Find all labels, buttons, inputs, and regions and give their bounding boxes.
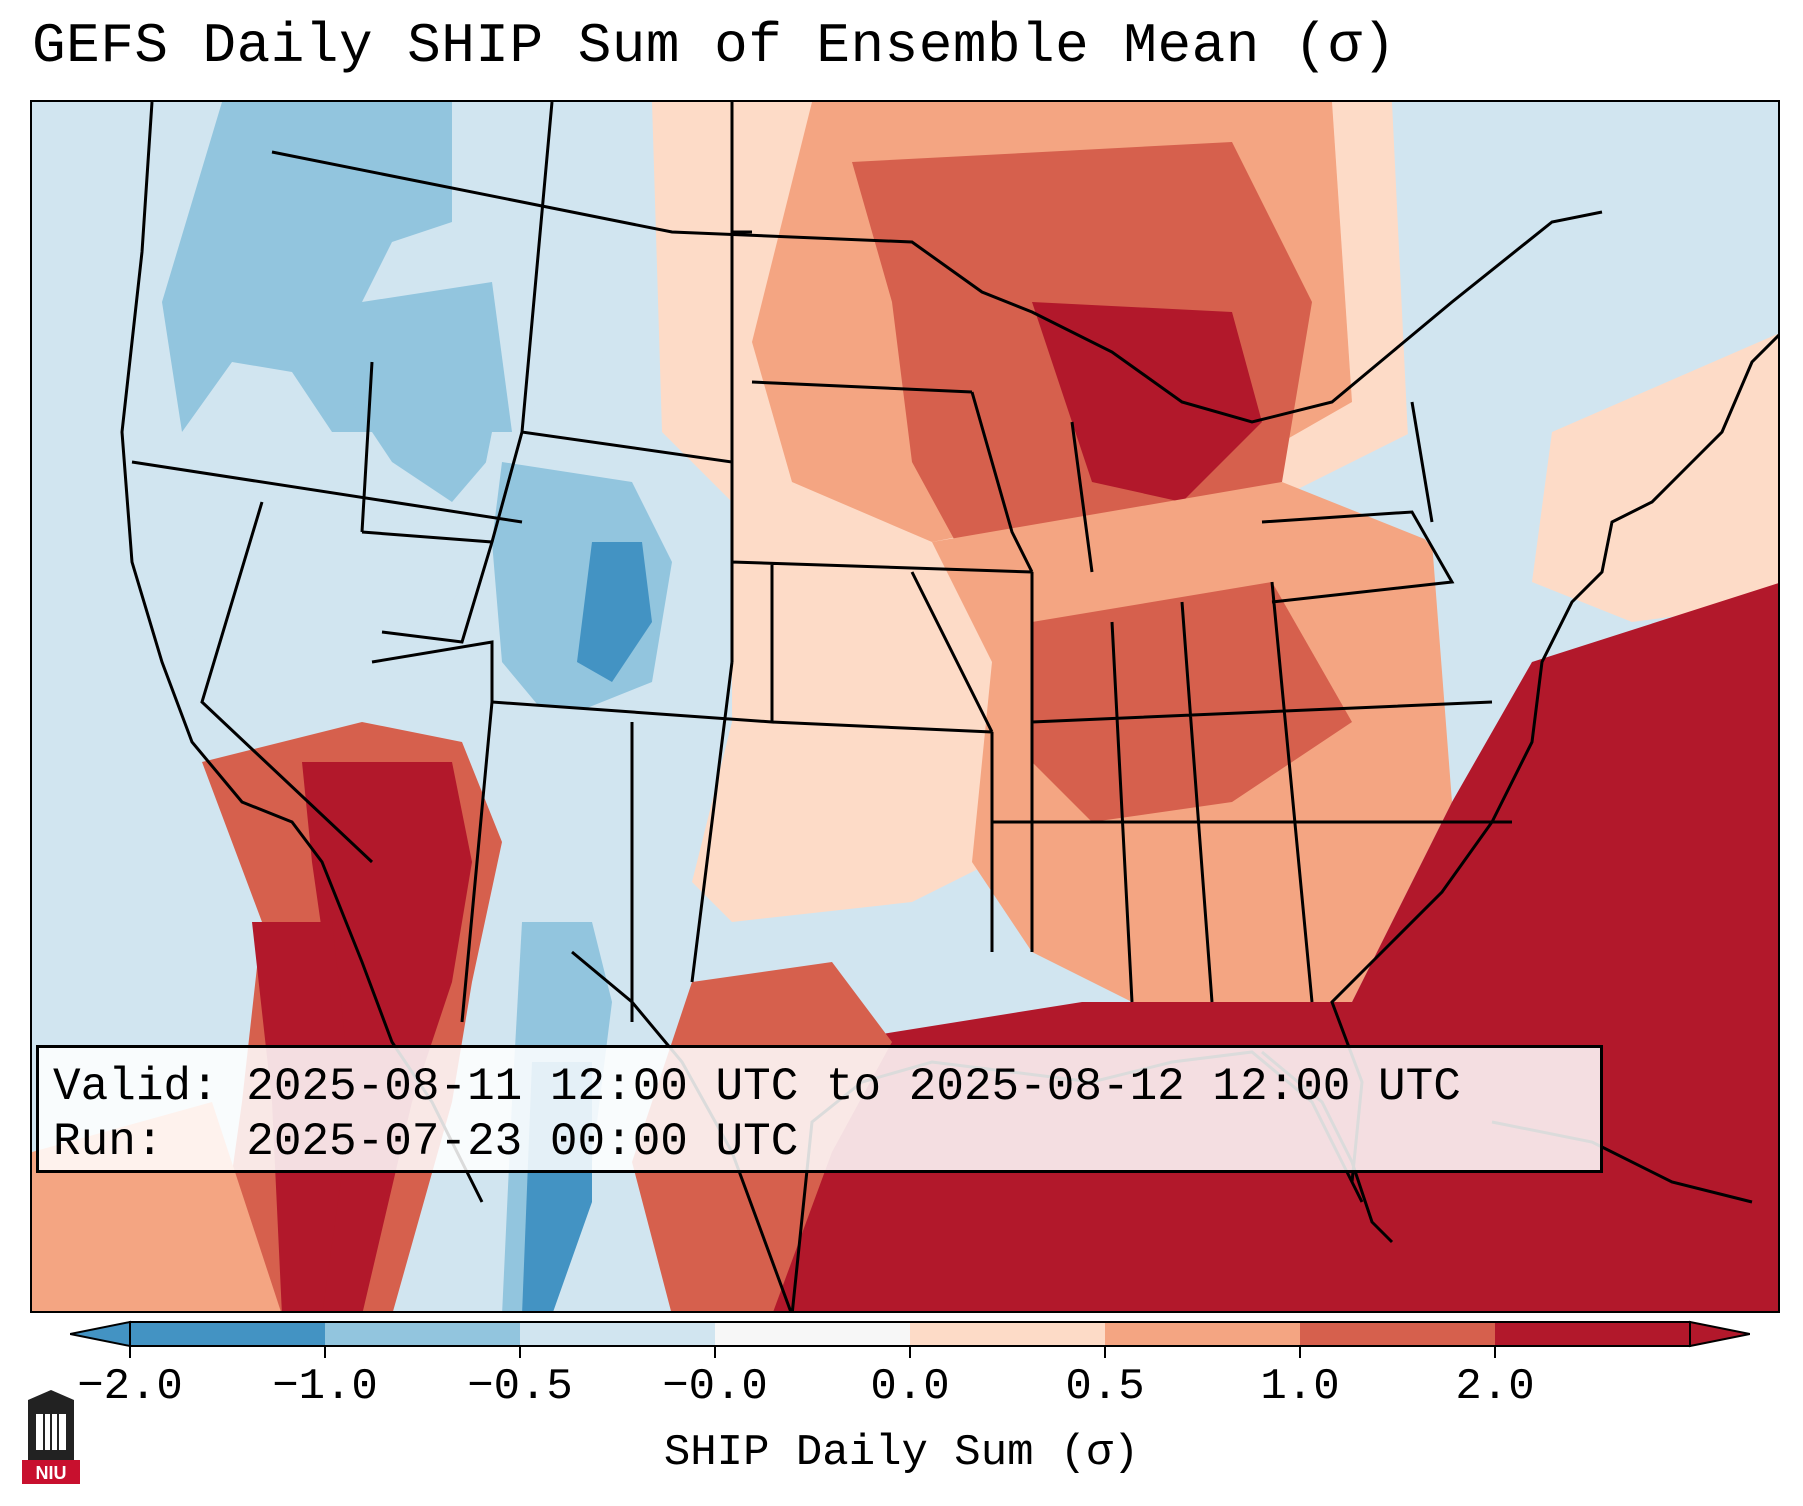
- colorbar-tick-label: −1.0: [272, 1362, 378, 1412]
- colorbar-extend-low: [70, 1320, 131, 1348]
- niu-logo: NIU: [22, 1390, 80, 1484]
- field-great-lakes: [1032, 302, 1262, 502]
- colorbar-segment: [520, 1322, 716, 1346]
- field-idaho-blue: [352, 282, 512, 502]
- colorbar-segment: [910, 1322, 1106, 1346]
- colorbar-tick-label: 0.0: [870, 1362, 950, 1412]
- field-colorado-deep: [577, 542, 652, 682]
- validity-info-box: Valid: 2025-08-11 12:00 UTC to 2025-08-1…: [36, 1045, 1603, 1173]
- page-title: GEFS Daily SHIP Sum of Ensemble Mean (σ): [32, 14, 1397, 78]
- colorbar-segment: [1105, 1322, 1301, 1346]
- colorbar-segment: [1300, 1322, 1496, 1346]
- colorbar-tick-label: −2.0: [77, 1362, 183, 1412]
- colorbar-tick-label: −0.0: [662, 1362, 768, 1412]
- colorbar-segment: [325, 1322, 521, 1346]
- canada-border: [271, 150, 1603, 424]
- colorbar-tick-label: 1.0: [1260, 1362, 1340, 1412]
- state-lines: [131, 102, 1512, 1023]
- logo-text: NIU: [36, 1463, 67, 1483]
- colorbar-segment: [715, 1322, 911, 1346]
- run-time-text: Run: 2025-07-23 00:00 UTC: [53, 1116, 799, 1168]
- colorbar-label: SHIP Daily Sum (σ): [663, 1428, 1140, 1478]
- valid-time-text: Valid: 2025-08-11 12:00 UTC to 2025-08-1…: [53, 1061, 1461, 1113]
- colorbar-segment: [130, 1322, 326, 1346]
- colorbar-segment: [1495, 1322, 1691, 1346]
- field-arizona: [302, 762, 472, 1311]
- colorbar: [70, 1320, 1750, 1358]
- field-northeast-light: [1532, 333, 1778, 622]
- colorbar-extend-high: [1689, 1320, 1750, 1348]
- logo-roof: [28, 1390, 74, 1400]
- colorbar-tick-label: 0.5: [1065, 1362, 1145, 1412]
- colorbar-tick-label: −0.5: [467, 1362, 573, 1412]
- colorbar-ticks: [129, 1346, 1496, 1358]
- colorbar-segments: [70, 1320, 1750, 1348]
- logo-band: [22, 1460, 80, 1484]
- colorbar-tick-label: 2.0: [1455, 1362, 1535, 1412]
- field-northeast: [1392, 102, 1778, 602]
